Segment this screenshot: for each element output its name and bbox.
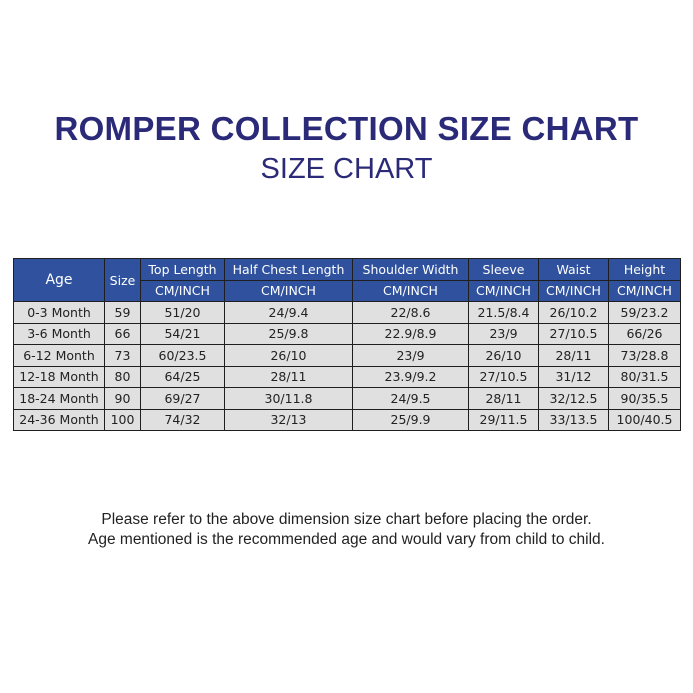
note-line-1: Please refer to the above dimension size…	[101, 511, 592, 528]
table-cell: 64/25	[140, 365, 225, 388]
header-half-chest-length: Half Chest Length	[224, 258, 353, 281]
unit-label: CM/INCH	[468, 279, 539, 302]
table-cell: 90	[104, 387, 141, 410]
table-cell: 59/23.2	[608, 301, 681, 324]
table-cell: 73	[104, 344, 141, 367]
table-cell: 54/21	[140, 322, 225, 345]
table-cell: 80/31.5	[608, 365, 681, 388]
table-cell: 100/40.5	[608, 408, 681, 431]
table-cell: 32/12.5	[538, 387, 609, 410]
table-cell: 24/9.4	[224, 301, 353, 324]
table-cell: 74/32	[140, 408, 225, 431]
table-cell: 3-6 Month	[13, 322, 105, 345]
table-cell: 18-24 Month	[13, 387, 105, 410]
page-title: ROMPER COLLECTION SIZE CHART	[54, 110, 639, 147]
table-cell: 25/9.8	[224, 322, 353, 345]
table-row: 24-36 Month 100 74/32 32/13 25/9.9 29/11.5 33/…	[13, 408, 681, 431]
table-cell: 30/11.8	[224, 387, 353, 410]
table-cell: 23/9	[468, 322, 539, 345]
header-top-length: Top Length	[140, 258, 225, 281]
table-cell: 0-3 Month	[13, 301, 105, 324]
table-cell: 26/10	[468, 344, 539, 367]
header-size: Size	[104, 258, 141, 302]
page-subtitle: SIZE CHART	[260, 153, 433, 185]
table-cell: 6-12 Month	[13, 344, 105, 367]
table-cell: 27/10.5	[468, 365, 539, 388]
header-height: Height	[608, 258, 681, 281]
table-row: 0-3 Month 59 51/20 24/9.4 22/8.6 21.5/8.4 26/1…	[13, 301, 681, 324]
table-row: 12-18 Month 80 64/25 28/11 23.9/9.2 27/10.5 31…	[13, 365, 681, 388]
header-age: Age	[13, 258, 105, 302]
table-cell: 22/8.6	[352, 301, 469, 324]
unit-label: CM/INCH	[352, 279, 469, 302]
table-cell: 26/10.2	[538, 301, 609, 324]
note-line-2: Age mentioned is the recommended age and…	[88, 531, 605, 548]
table-cell: 24-36 Month	[13, 408, 105, 431]
table-cell: 33/13.5	[538, 408, 609, 431]
table-cell: 25/9.9	[352, 408, 469, 431]
table-cell: 27/10.5	[538, 322, 609, 345]
table-cell: 51/20	[140, 301, 225, 324]
header-sleeve: Sleeve	[468, 258, 539, 281]
unit-label: CM/INCH	[538, 279, 609, 302]
table-cell: 90/35.5	[608, 387, 681, 410]
table-cell: 26/10	[224, 344, 353, 367]
table-cell: 31/12	[538, 365, 609, 388]
table-cell: 29/11.5	[468, 408, 539, 431]
table-cell: 23.9/9.2	[352, 365, 469, 388]
table-cell: 60/23.5	[140, 344, 225, 367]
header-shoulder-width: Shoulder Width	[352, 258, 469, 281]
table-cell: 66/26	[608, 322, 681, 345]
table-cell: 28/11	[224, 365, 353, 388]
size-chart-table: Age Size Top Length Half Chest Length Sh…	[13, 258, 681, 431]
table-cell: 32/13	[224, 408, 353, 431]
table-cell: 80	[104, 365, 141, 388]
table-cell: 73/28.8	[608, 344, 681, 367]
table-cell: 22.9/8.9	[352, 322, 469, 345]
table-cell: 28/11	[468, 387, 539, 410]
table-cell: 59	[104, 301, 141, 324]
table-cell: 23/9	[352, 344, 469, 367]
table-cell: 21.5/8.4	[468, 301, 539, 324]
table-cell: 100	[104, 408, 141, 431]
table-row: 3-6 Month 66 54/21 25/9.8 22.9/8.9 23/9 27/10.…	[13, 322, 681, 345]
header-waist: Waist	[538, 258, 609, 281]
unit-label: CM/INCH	[140, 279, 225, 302]
table-row: 18-24 Month 90 69/27 30/11.8 24/9.5 28/11 32/1…	[13, 387, 681, 410]
table-cell: 69/27	[140, 387, 225, 410]
unit-label: CM/INCH	[608, 279, 681, 302]
table-cell: 12-18 Month	[13, 365, 105, 388]
table-cell: 66	[104, 322, 141, 345]
table-cell: 24/9.5	[352, 387, 469, 410]
table-cell: 28/11	[538, 344, 609, 367]
table-row: 6-12 Month 73 60/23.5 26/10 23/9 26/10 28/11 73…	[13, 344, 681, 367]
unit-label: CM/INCH	[224, 279, 353, 302]
